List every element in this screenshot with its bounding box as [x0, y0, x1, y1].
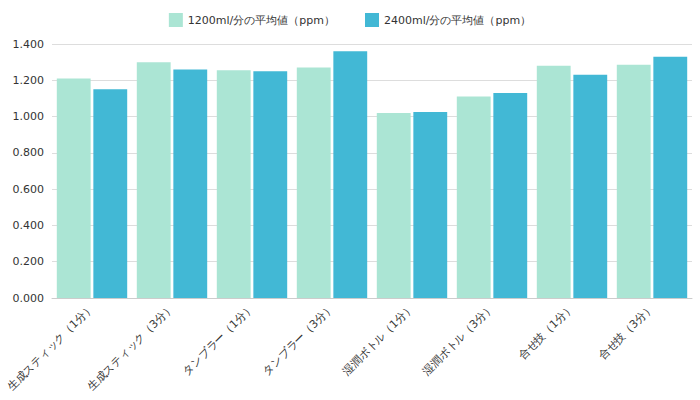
svg-text:1.200: 1.200: [13, 74, 45, 87]
svg-text:2400ml/分の平均値（ppm）: 2400ml/分の平均値（ppm）: [384, 14, 531, 27]
svg-text:タンブラー（1分）: タンブラー（1分）: [180, 301, 256, 377]
svg-text:湿潤ボトル（3分）: 湿潤ボトル（3分）: [420, 301, 496, 377]
svg-text:1.000: 1.000: [13, 110, 45, 123]
svg-text:生成スティック（1分）: 生成スティック（1分）: [5, 301, 97, 393]
svg-text:タンブラー（3分）: タンブラー（3分）: [260, 301, 336, 377]
svg-text:合せ技（1分）: 合せ技（1分）: [516, 301, 577, 362]
svg-text:1.400: 1.400: [13, 38, 45, 51]
svg-text:0.600: 0.600: [13, 183, 45, 196]
svg-text:生成スティック（3分）: 生成スティック（3分）: [85, 301, 177, 393]
svg-text:1200ml/分の平均値（ppm）: 1200ml/分の平均値（ppm）: [188, 14, 335, 27]
svg-text:合せ技（3分）: 合せ技（3分）: [596, 301, 657, 362]
svg-text:0.800: 0.800: [13, 146, 45, 159]
svg-text:0.000: 0.000: [13, 292, 45, 305]
svg-text:湿潤ボトル（1分）: 湿潤ボトル（1分）: [340, 301, 416, 377]
svg-text:0.200: 0.200: [13, 255, 45, 268]
svg-text:0.400: 0.400: [13, 219, 45, 232]
